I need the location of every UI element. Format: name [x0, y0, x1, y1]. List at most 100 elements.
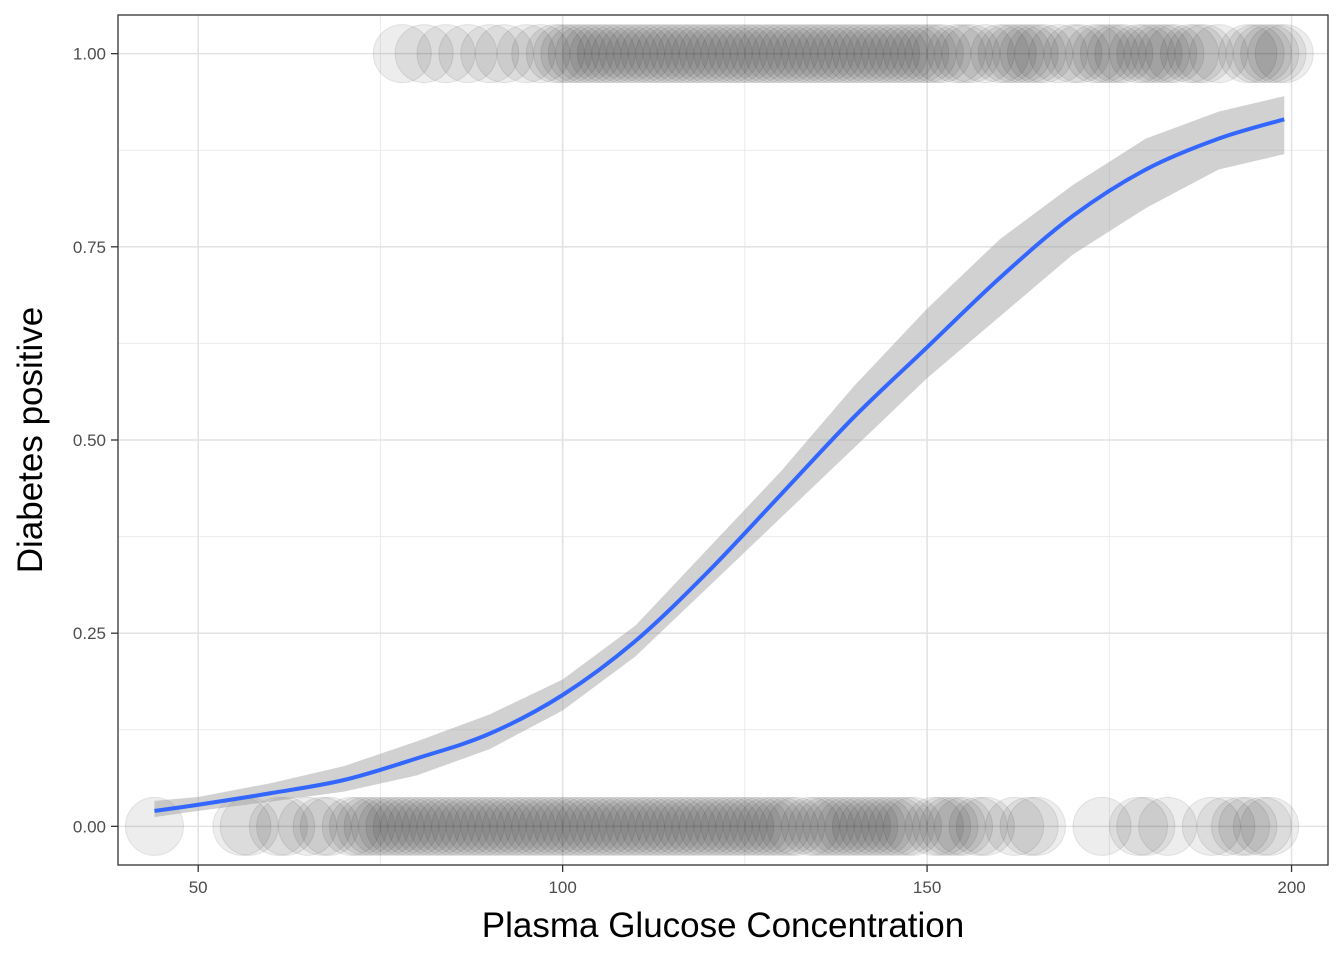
data-point [635, 24, 695, 84]
x-tick-label: 100 [548, 878, 576, 897]
data-point [1094, 24, 1154, 84]
data-point [445, 796, 505, 856]
data-point [875, 796, 935, 856]
data-point [547, 24, 607, 84]
data-point [1123, 24, 1183, 84]
data-point [627, 796, 687, 856]
data-point [788, 24, 848, 84]
data-point [904, 24, 964, 84]
data-point [642, 24, 702, 84]
data-points [124, 24, 1314, 856]
data-point [525, 796, 585, 856]
data-point [985, 24, 1045, 84]
data-point [934, 796, 994, 856]
x-tick-label: 200 [1277, 878, 1305, 897]
data-point [824, 796, 884, 856]
data-point [401, 796, 461, 856]
data-point [460, 24, 520, 84]
data-point [1145, 24, 1205, 84]
data-point [839, 796, 899, 856]
fitted-curve [154, 96, 1285, 818]
data-point [343, 796, 403, 856]
data-point [773, 24, 833, 84]
data-point [409, 796, 469, 856]
data-point [729, 24, 789, 84]
data-point [562, 796, 622, 856]
y-tick-label: 0.50 [73, 431, 106, 450]
y-tick-label: 0.00 [73, 817, 106, 836]
data-point [657, 24, 717, 84]
data-point [802, 796, 862, 856]
data-point [831, 24, 891, 84]
data-point [715, 24, 775, 84]
data-point [613, 24, 673, 84]
data-point [1014, 24, 1074, 84]
data-point [955, 796, 1015, 856]
data-point [759, 24, 819, 84]
data-point [598, 24, 658, 84]
data-point [329, 796, 389, 856]
data-point [992, 24, 1052, 84]
data-point [934, 24, 994, 84]
data-point [533, 24, 593, 84]
data-point [1240, 24, 1300, 84]
data-point [657, 796, 717, 856]
data-point [511, 24, 571, 84]
data-point [912, 24, 972, 84]
data-point [912, 796, 972, 856]
data-point [438, 796, 498, 856]
data-point [540, 24, 600, 84]
data-point [1225, 24, 1285, 84]
data-point [861, 796, 921, 856]
data-point [423, 796, 483, 856]
data-point [941, 24, 1001, 84]
data-point [620, 24, 680, 84]
data-point [853, 24, 913, 84]
data-point [1196, 796, 1256, 856]
data-point [693, 796, 753, 856]
data-point [671, 24, 731, 84]
data-point [591, 796, 651, 856]
data-point [482, 796, 542, 856]
data-point [584, 796, 644, 856]
data-point [664, 24, 724, 84]
data-point [372, 24, 432, 84]
data-point [503, 796, 563, 856]
data-point [569, 24, 629, 84]
data-point [438, 24, 498, 84]
data-point [540, 796, 600, 856]
data-point [824, 24, 884, 84]
data-point [591, 24, 651, 84]
data-point [467, 796, 527, 856]
data-point [831, 796, 891, 856]
data-point [926, 24, 986, 84]
data-point [955, 24, 1015, 84]
data-point [489, 796, 549, 856]
data-point [555, 796, 615, 856]
data-point [358, 796, 418, 856]
data-point [649, 24, 709, 84]
data-point [686, 796, 746, 856]
data-point [780, 24, 840, 84]
data-point [336, 796, 396, 856]
data-point [649, 796, 709, 856]
data-point [1072, 24, 1132, 84]
data-point [1232, 24, 1292, 84]
data-point [737, 24, 797, 84]
x-axis-title: Plasma Glucose Concentration [482, 906, 964, 945]
data-point [584, 24, 644, 84]
data-point [365, 796, 425, 856]
data-point [394, 24, 454, 84]
data-point [1072, 796, 1132, 856]
fit-line [154, 117, 1285, 813]
data-point [868, 796, 928, 856]
data-point [555, 24, 615, 84]
data-point [1181, 796, 1241, 856]
x-tick-label: 150 [913, 878, 941, 897]
data-point [890, 24, 950, 84]
data-point [576, 24, 636, 84]
data-point [606, 796, 666, 856]
data-point [394, 796, 454, 856]
data-point [970, 24, 1030, 84]
